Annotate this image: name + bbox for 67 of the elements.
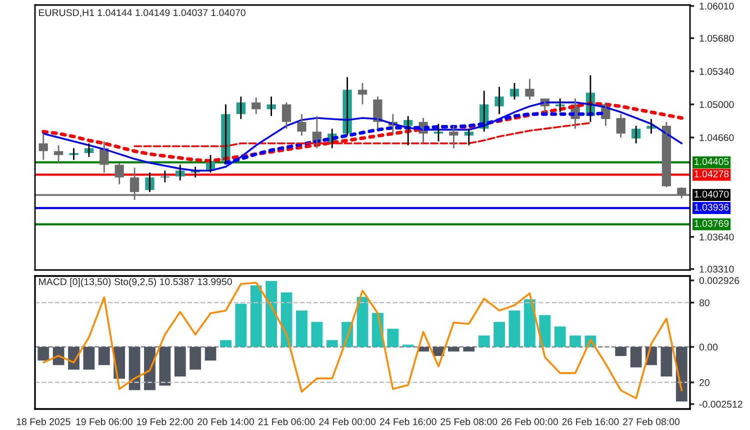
candlestick [69,148,78,161]
bar [235,304,247,347]
y-tick-label: 1.03640 [700,234,734,240]
bar [630,346,642,368]
candlestick [84,142,94,158]
x-tick-label: 25 Feb 08:00 [440,418,498,426]
x-tick-label: 26 Feb 00:00 [502,418,558,426]
bar [494,322,505,347]
y2-tick-label: 20 [700,379,710,386]
bar [128,346,140,390]
bar [266,281,278,347]
bar [508,310,520,347]
y-tick-label: 0.002926 [699,277,740,284]
x-tick-label: 26 Feb 16:00 [562,418,619,426]
bar [660,346,672,376]
bar [463,346,475,352]
bar [190,346,202,370]
y-tick-label: 1.06010 [700,2,734,10]
bar [83,346,95,370]
y2-tick-label: 80 [699,299,710,306]
bar [570,336,581,347]
chart-title: EURUSD,H1 1.04144 1.04149 1.04037 1.04070 [39,9,246,18]
ref-line-label: 1.04278 [694,170,729,178]
x-tick-label: 20 Feb 14:00 [198,418,254,426]
x-tick-label: 19 Feb 22:00 [137,418,194,426]
bar [98,346,110,366]
candlestick [434,123,444,142]
chart-title: MACD [0](13,50) Sto(9,2,5) 10.5387 13.9950 [39,278,232,288]
x-tick-label: 18 Feb 2025 [16,418,70,426]
bar [539,315,551,347]
ref-line-label: 1.04405 [694,158,729,165]
line-series [134,122,592,148]
bar [387,328,399,347]
x-tick-label: 24 Feb 16:00 [380,418,436,426]
bar [615,346,627,356]
x-tick-label: 21 Feb 06:00 [258,418,315,426]
y-tick-label: 1.05000 [700,101,734,108]
x-tick-label: 27 Feb 08:00 [623,418,680,426]
bar [220,340,232,347]
bar [144,346,156,390]
y-tick-label: -0.002512 [699,400,742,408]
bar [38,346,50,361]
y-tick-label: 1.05680 [700,34,734,42]
y-tick-label: 1.05340 [700,68,734,75]
bar [174,346,186,376]
y-tick-label: 0.00 [699,344,718,351]
ref-line-label: 1.03769 [694,220,729,227]
bar [356,296,368,347]
bar [296,310,308,347]
candlestick [631,125,641,144]
bar [554,326,566,347]
y-tick-label: 1.03310 [700,266,734,273]
x-tick-label: 24 Feb 00:00 [319,418,376,426]
y-tick-label: 1.04660 [700,134,734,142]
candlestick [494,86,504,115]
ref-line-label: 1.04070 [694,190,729,198]
bar [676,346,688,402]
bar [448,346,460,352]
bar [159,346,171,386]
bar [250,286,262,347]
bar [326,340,338,347]
x-tick-label: 19 Feb 06:00 [76,418,132,426]
bar [311,322,323,347]
bar [204,346,216,361]
bar [478,336,490,347]
ref-line-label: 1.03936 [694,204,729,211]
bar [524,299,536,347]
